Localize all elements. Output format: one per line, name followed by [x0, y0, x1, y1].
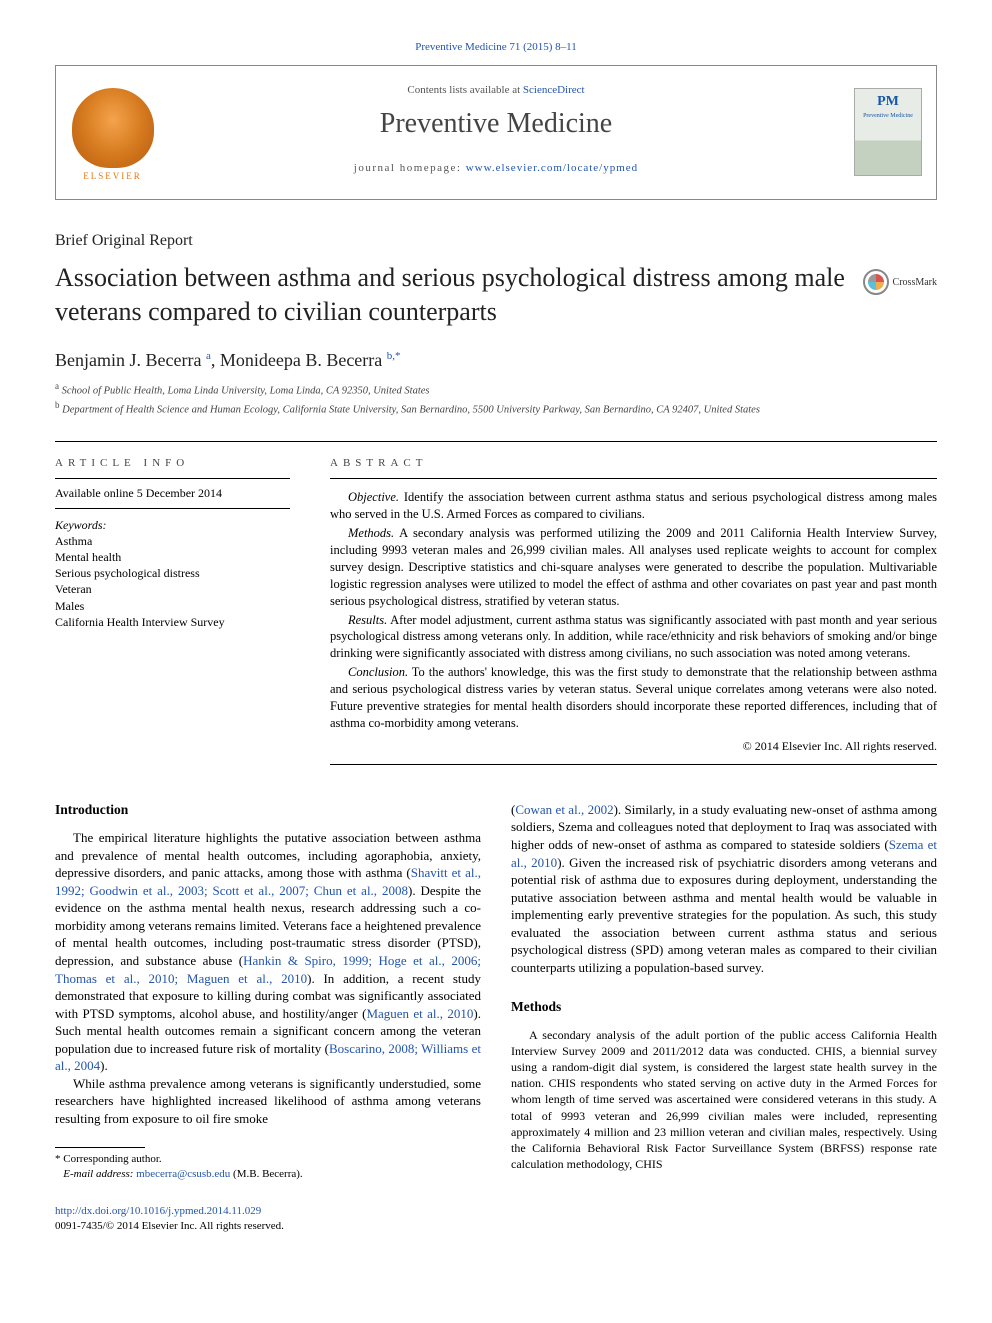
keywords-list: Asthma Mental health Serious psychologic…	[55, 533, 290, 630]
elsevier-wordmark: ELSEVIER	[83, 170, 142, 182]
crossmark-label: CrossMark	[893, 276, 937, 290]
intro-p2: While asthma prevalence among veterans i…	[55, 1075, 481, 1128]
footnote-email-label: E-mail address:	[63, 1168, 136, 1180]
abs-objective-label: Objective.	[348, 490, 399, 504]
abs-results-label: Results.	[348, 613, 387, 627]
keyword-item: Veteran	[55, 581, 290, 597]
author-2-corr-star: *	[395, 350, 401, 362]
affiliations: a School of Public Health, Loma Linda Un…	[55, 380, 937, 418]
footnote-email-suffix: (M.B. Becerra).	[230, 1168, 302, 1180]
abs-conclusion-text: To the authors' knowledge, this was the …	[330, 665, 937, 730]
footnote-email-line: E-mail address: mbecerra@csusb.edu (M.B.…	[55, 1167, 481, 1182]
homepage-label: journal homepage:	[354, 162, 466, 174]
affiliation-b: Department of Health Science and Human E…	[62, 405, 760, 416]
abs-conclusion-label: Conclusion.	[348, 665, 408, 679]
header-citation: Preventive Medicine 71 (2015) 8–11	[55, 40, 937, 55]
methods-p1: A secondary analysis of the adult portio…	[511, 1027, 937, 1173]
article-info-header: article info	[55, 456, 290, 480]
author-2-name: Monideepa B. Becerra	[220, 350, 387, 370]
body-col-left: Introduction The empirical literature hi…	[55, 801, 481, 1234]
available-online: Available online 5 December 2014	[55, 485, 290, 508]
keyword-item: Males	[55, 598, 290, 614]
abstract-header: abstract	[330, 456, 937, 480]
intro-p1e: ).	[100, 1058, 108, 1073]
abstract-block: abstract Objective. Identify the associa…	[330, 456, 937, 765]
col2-p1c: ). Given the increased risk of psychiatr…	[511, 855, 937, 975]
footnote-corresponding: * Corresponding author.	[55, 1152, 481, 1167]
abstract-copyright: © 2014 Elsevier Inc. All rights reserved…	[330, 738, 937, 754]
author-2-affil-sup: b,	[387, 350, 395, 362]
keywords-label: Keywords:	[55, 517, 290, 533]
doi-link[interactable]: http://dx.doi.org/10.1016/j.ypmed.2014.1…	[55, 1205, 261, 1217]
ref-link[interactable]: Maguen et al., 2010	[366, 1006, 473, 1021]
elsevier-tree-icon	[72, 88, 154, 168]
contents-list-line: Contents lists available at ScienceDirec…	[74, 83, 918, 98]
homepage-link[interactable]: www.elsevier.com/locate/ypmed	[466, 162, 638, 174]
abs-methods-label: Methods.	[348, 526, 394, 540]
footnote-rule	[55, 1147, 145, 1148]
doi-block: http://dx.doi.org/10.1016/j.ypmed.2014.1…	[55, 1204, 481, 1234]
authors-line: Benjamin J. Becerra a, Monideepa B. Bece…	[55, 348, 937, 372]
abs-results-text: After model adjustment, current asthma s…	[330, 613, 937, 661]
divider	[55, 441, 937, 442]
journal-cover-thumb: PM Preventive Medicine	[854, 88, 922, 176]
keyword-item: Serious psychological distress	[55, 565, 290, 581]
crossmark-badge[interactable]: CrossMark	[863, 269, 937, 295]
crossmark-icon	[863, 269, 889, 295]
thumb-label: Preventive Medicine	[863, 112, 913, 120]
methods-heading: Methods	[511, 998, 937, 1016]
sciencedirect-link[interactable]: ScienceDirect	[523, 84, 585, 96]
elsevier-logo: ELSEVIER	[70, 82, 155, 182]
article-title: Association between asthma and serious p…	[55, 261, 849, 328]
ref-link[interactable]: Cowan et al., 2002	[515, 802, 613, 817]
journal-name: Preventive Medicine	[74, 105, 918, 143]
keyword-item: Asthma	[55, 533, 290, 549]
intro-heading: Introduction	[55, 801, 481, 819]
affiliation-a: School of Public Health, Loma Linda Univ…	[62, 386, 430, 397]
footnote-email-link[interactable]: mbecerra@csusb.edu	[136, 1168, 230, 1180]
journal-masthead: ELSEVIER Contents lists available at Sci…	[55, 65, 937, 200]
keyword-item: California Health Interview Survey	[55, 614, 290, 630]
contents-prefix: Contents lists available at	[407, 84, 522, 96]
journal-homepage-line: journal homepage: www.elsevier.com/locat…	[74, 161, 918, 176]
thumb-pm: PM	[877, 93, 899, 112]
abs-objective-text: Identify the association between current…	[330, 490, 937, 521]
body-col-right: (Cowan et al., 2002). Similarly, in a st…	[511, 801, 937, 1234]
article-info-block: article info Available online 5 December…	[55, 456, 290, 765]
keyword-item: Mental health	[55, 549, 290, 565]
article-type: Brief Original Report	[55, 230, 937, 252]
issn-copyright: 0091-7435/© 2014 Elsevier Inc. All right…	[55, 1219, 481, 1234]
author-1-name: Benjamin J. Becerra	[55, 350, 206, 370]
author-sep: ,	[211, 350, 220, 370]
abs-methods-text: A secondary analysis was performed utili…	[330, 526, 937, 608]
abstract-bottom-rule	[330, 764, 937, 765]
